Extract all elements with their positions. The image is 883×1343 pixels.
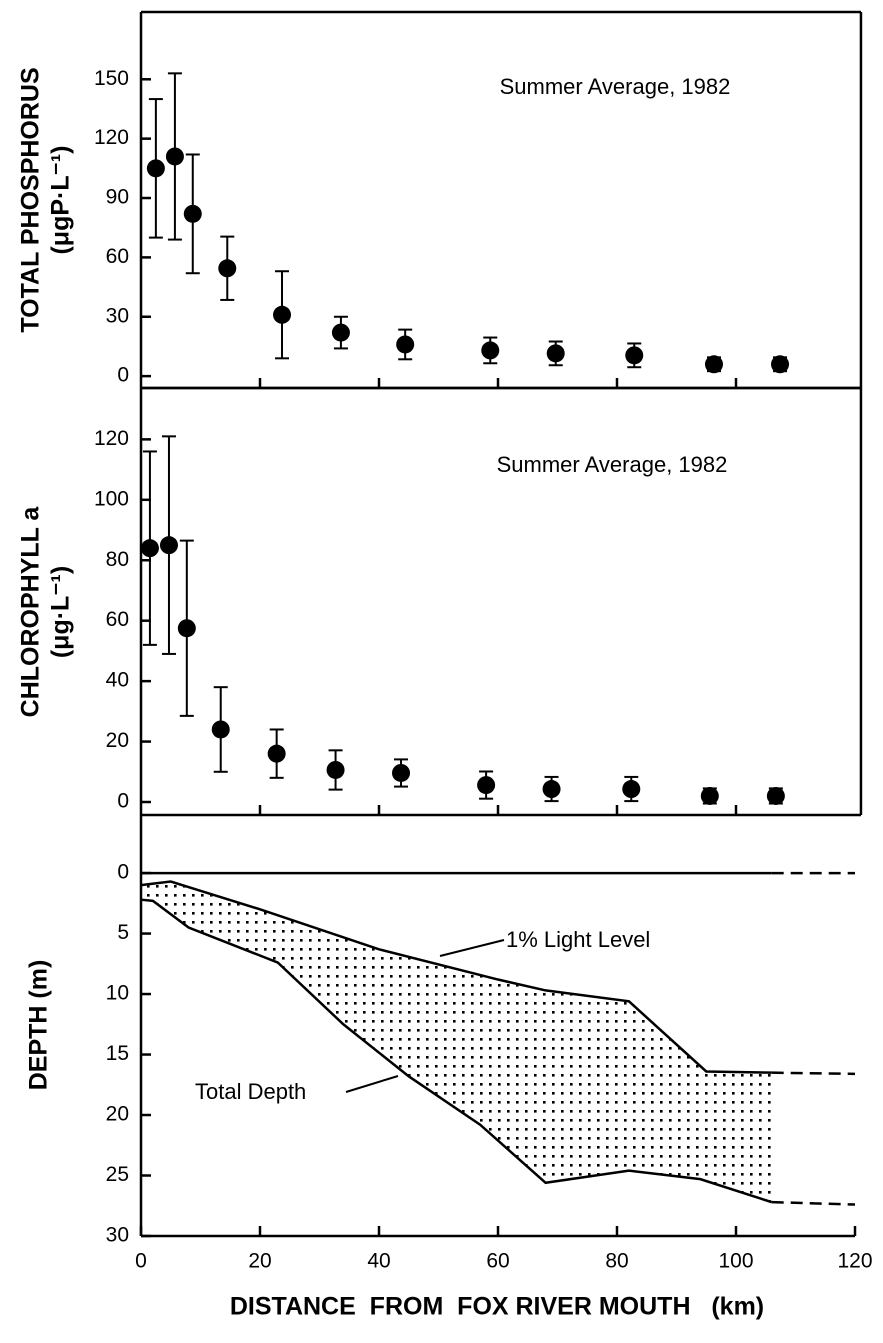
annotation: Total Depth <box>195 1079 306 1104</box>
data-point <box>165 147 184 166</box>
x-tick-label: 20 <box>248 1250 271 1273</box>
data-point <box>211 720 230 739</box>
y-tick-label: 10 <box>106 982 129 1005</box>
data-point <box>331 323 350 342</box>
y-axis-label: (μgP·L⁻¹) <box>47 145 75 254</box>
y-axis-label: TOTAL PHOSPHORUS <box>17 67 45 332</box>
data-point <box>326 760 345 779</box>
data-point <box>159 536 178 555</box>
y-tick-label: 150 <box>94 67 129 90</box>
y-tick-label: 0 <box>117 790 129 813</box>
y-tick-label: 15 <box>106 1042 129 1065</box>
data-point <box>546 344 565 363</box>
line <box>140 898 773 1204</box>
annotation: Summer Average, 1982 <box>497 452 728 477</box>
data-point <box>625 346 644 365</box>
data-point <box>183 204 202 223</box>
data-point <box>481 341 500 360</box>
data-point <box>771 355 790 374</box>
y-tick-label: 100 <box>94 487 129 510</box>
y-tick-label: 25 <box>106 1163 129 1186</box>
annotation: Summer Average, 1982 <box>500 74 731 99</box>
x-tick-label: 120 <box>837 1250 872 1273</box>
dashed-line <box>771 1071 856 1076</box>
data-point <box>218 259 237 278</box>
y-tick-label: 0 <box>117 364 129 387</box>
x-tick-label: 60 <box>486 1250 509 1273</box>
x-axis-label: DISTANCE FROM FOX RIVER MOUTH (km) <box>230 1293 764 1321</box>
y-axis-label: (μg·L⁻¹) <box>47 566 75 658</box>
line <box>140 880 772 1074</box>
y-tick-label: 120 <box>94 126 129 149</box>
leader-lines <box>345 939 505 1093</box>
y-tick-label: 40 <box>106 669 129 692</box>
data-point <box>622 780 641 799</box>
y-tick-label: 120 <box>94 427 129 450</box>
data-point <box>177 619 196 638</box>
y-tick-label: 5 <box>117 921 129 944</box>
leader-line <box>345 1075 399 1093</box>
y-axis-label: DEPTH (m) <box>25 960 53 1091</box>
y-tick-label: 60 <box>106 245 129 268</box>
y-tick-label: 90 <box>106 186 129 209</box>
data-point <box>396 335 415 354</box>
data-point <box>267 744 286 763</box>
data-point <box>477 776 496 795</box>
annotation: 1% Light Level <box>506 927 650 952</box>
data-point <box>700 786 719 805</box>
x-tick-label: 0 <box>135 1250 147 1273</box>
dashed-line <box>771 1200 856 1206</box>
data-point <box>146 159 165 178</box>
light-zone-fill <box>141 881 772 1203</box>
y-tick-label: 20 <box>106 729 129 752</box>
data-point <box>766 786 785 805</box>
data-point <box>140 539 159 558</box>
y-tick-label: 80 <box>106 548 129 571</box>
y-tick-label: 30 <box>106 304 129 327</box>
data-point <box>273 305 292 324</box>
y-tick-label: 20 <box>106 1103 129 1126</box>
x-tick-label: 40 <box>367 1250 390 1273</box>
y-tick-label: 60 <box>106 608 129 631</box>
x-tick-label: 80 <box>605 1250 628 1273</box>
y-tick-label: 0 <box>117 861 129 884</box>
data-point <box>704 355 723 374</box>
x-tick-label: 100 <box>718 1250 753 1273</box>
y-tick-label: 30 <box>106 1224 129 1247</box>
y-axis-label: CHLOROPHYLL a <box>17 506 45 718</box>
data-point <box>542 780 561 799</box>
data-point <box>392 763 411 782</box>
leader-line <box>439 939 505 957</box>
